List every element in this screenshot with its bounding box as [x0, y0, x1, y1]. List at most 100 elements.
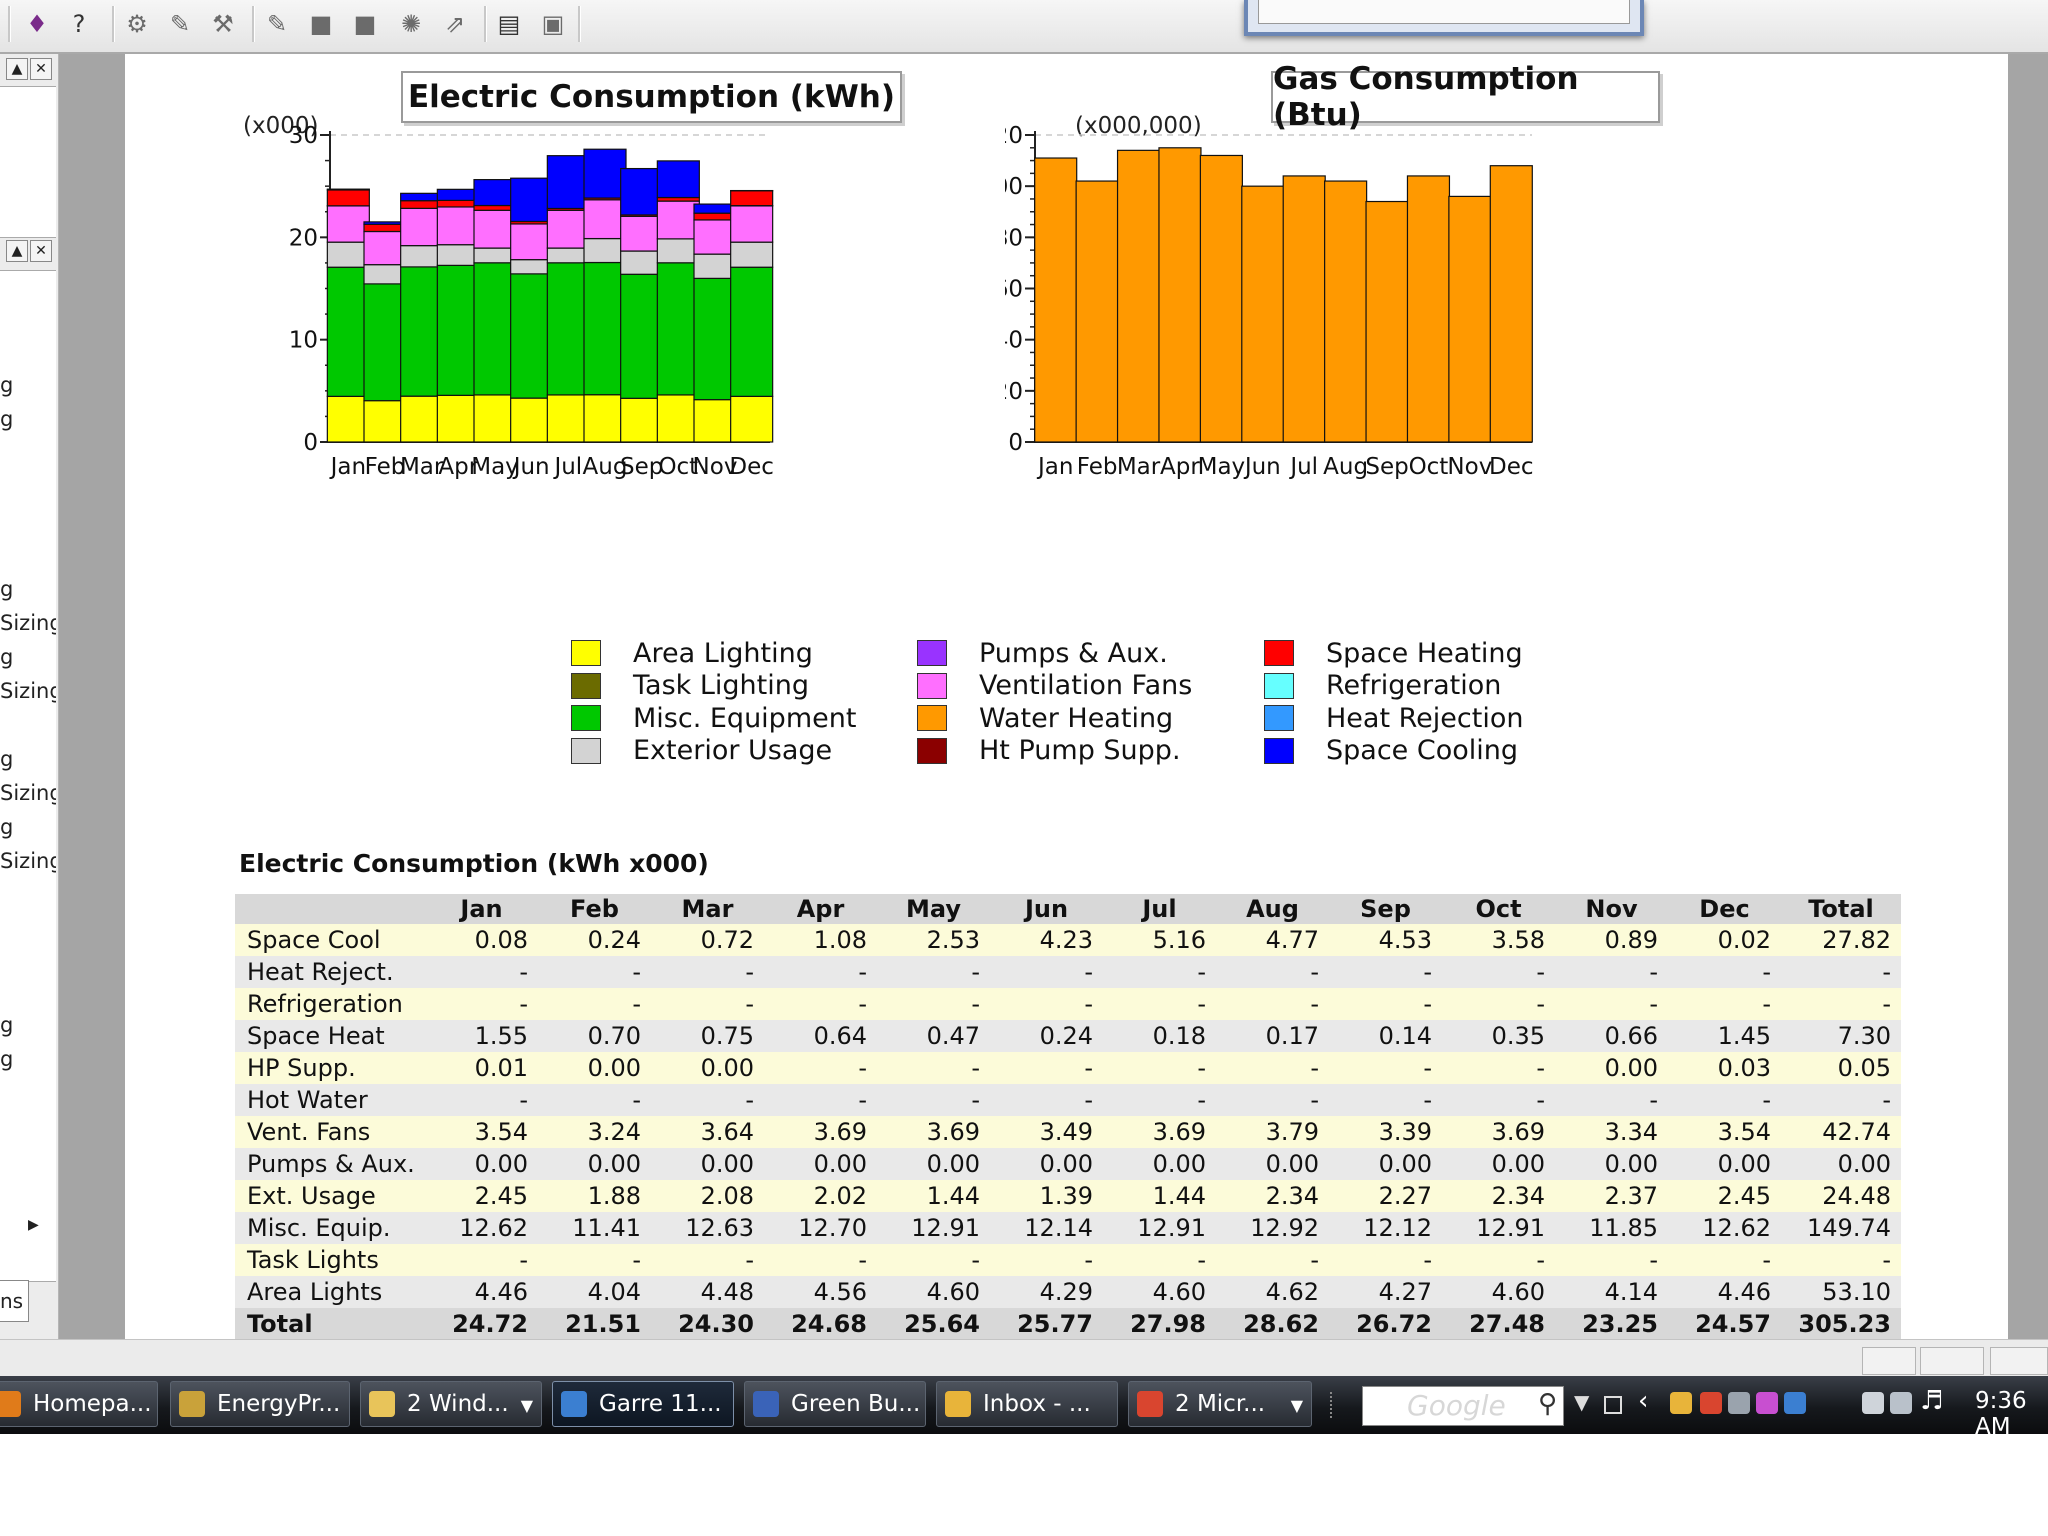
square-icon[interactable]: ■ [353, 10, 377, 38]
tray-app-icon[interactable] [1670, 1392, 1692, 1414]
search-icon[interactable]: ⚲ [1537, 1389, 1557, 1419]
table-cell: 0.00 [1103, 1148, 1216, 1180]
tool-icon[interactable]: ✎ [169, 10, 191, 38]
x-tick-label: Jul [1288, 454, 1318, 480]
app-toolbar: ♦ ? ⚙ ✎ ⚒ ✎ ■ ■ ✺ ⇗ ▤ ▣ [0, 0, 2048, 54]
taskbar-button[interactable]: Green Bu... [744, 1381, 926, 1427]
system-clock[interactable]: 9:36 AM [1975, 1388, 2027, 1440]
list-item[interactable]: g [0, 1047, 14, 1071]
volume-icon[interactable]: ♬ [1920, 1386, 1944, 1416]
table-cell: 0.47 [877, 1020, 990, 1052]
list-item[interactable]: g [0, 1013, 14, 1037]
tray-app-icon[interactable] [1756, 1392, 1778, 1414]
taskbar-button[interactable]: 2 Micr... ▼ [1128, 1381, 1312, 1427]
bar-segment [693, 253, 737, 279]
panel-list-upper[interactable] [0, 86, 56, 238]
tray-app-icon[interactable] [1700, 1392, 1722, 1414]
table-cell: 0.00 [1781, 1148, 1901, 1180]
panel-restore-button[interactable]: ▲ [6, 58, 28, 80]
bar-segment [363, 230, 407, 266]
panel-tab[interactable]: ns [0, 1280, 29, 1322]
image-icon[interactable]: ▣ [541, 10, 565, 38]
google-search-box[interactable]: Google ⚲ [1362, 1386, 1564, 1426]
taskbar-button[interactable]: 2 Wind... ▼ [360, 1381, 542, 1427]
gear-icon[interactable]: ✺ [400, 10, 422, 38]
bar-segment [1075, 180, 1119, 443]
table-cell: - [1442, 956, 1555, 988]
bar-segment [656, 160, 700, 199]
legend-label: Water Heating [979, 702, 1174, 734]
column-header: Apr [764, 894, 877, 924]
tray-app-icon[interactable] [1728, 1392, 1750, 1414]
y-tick-label: 30 [289, 123, 318, 149]
report-icon[interactable]: ▤ [497, 10, 521, 38]
panel-close-button[interactable]: ✕ [30, 240, 52, 262]
list-item[interactable]: g [0, 407, 14, 431]
chevron-left-icon[interactable]: ‹ [1638, 1386, 1649, 1416]
table-cell: 0.00 [651, 1148, 764, 1180]
tray-app-icon[interactable] [1784, 1392, 1806, 1414]
table-cell: 4.46 [425, 1276, 538, 1308]
table-cell: 305.23 [1781, 1308, 1901, 1339]
tool-icon[interactable]: ⚒ [212, 10, 234, 38]
bar-segment [400, 207, 444, 247]
taskbar-button-label: Inbox - ... [983, 1391, 1091, 1417]
table-cell: 28.62 [1216, 1308, 1329, 1339]
network-icon[interactable] [1890, 1392, 1912, 1414]
table-row: Refrigeration - - - - - - - - - - - - - [235, 988, 1901, 1020]
bar-segment [730, 266, 774, 397]
chevron-down-icon[interactable]: ▼ [1290, 1396, 1303, 1415]
tool-icon[interactable]: ✎ [266, 10, 288, 38]
taskbar-button[interactable]: EnergyPr... [170, 1381, 350, 1427]
taskbar-grip[interactable] [1330, 1392, 1338, 1418]
book-icon[interactable]: ♦ [26, 10, 48, 38]
bar-segment [1406, 175, 1451, 443]
report-margin-right [2008, 54, 2048, 1339]
taskbar-button[interactable]: Garre 11... [552, 1381, 734, 1427]
table-cell: 27.82 [1781, 924, 1901, 956]
taskbar-button[interactable]: Homepa... [0, 1381, 158, 1427]
list-item[interactable]: g [0, 747, 14, 771]
restore-icon[interactable] [1604, 1396, 1622, 1414]
bar-segment [473, 204, 517, 211]
panel-restore-button[interactable]: ▲ [6, 240, 28, 262]
chevron-down-icon[interactable]: ▼ [520, 1396, 533, 1415]
legend-item: Space Heating [1264, 638, 1523, 669]
table-cell: - [1781, 1084, 1901, 1116]
list-item[interactable]: g [0, 577, 14, 601]
bar-segment [1282, 175, 1326, 443]
table-cell: 0.66 [1555, 1020, 1668, 1052]
table-cell: - [877, 988, 990, 1020]
list-item[interactable]: g [0, 645, 14, 669]
x-tick-label: Apr [1160, 454, 1200, 480]
x-tick-label: Apr [438, 454, 478, 480]
bar-segment [400, 200, 444, 209]
list-item[interactable]: g [0, 815, 14, 839]
list-item[interactable]: g [0, 373, 14, 397]
arrow-icon[interactable]: ⇗ [444, 10, 466, 38]
legend-swatch [571, 705, 601, 731]
table-cell: - [764, 1084, 877, 1116]
floating-toolbar-window[interactable] [1244, 0, 1644, 36]
bar-segment [400, 192, 444, 202]
table-cell: - [764, 1052, 877, 1084]
tool-icon[interactable]: ⚙ [126, 10, 148, 38]
bar-segment [1199, 154, 1243, 443]
panel-close-button[interactable]: ✕ [30, 58, 52, 80]
scroll-right-icon[interactable]: ▶ [28, 1217, 39, 1233]
taskbar-button[interactable]: Inbox - ... [936, 1381, 1118, 1427]
table-cell: - [425, 1084, 538, 1116]
bar-segment [363, 221, 407, 225]
square-icon[interactable]: ■ [309, 10, 333, 38]
column-header: Aug [1216, 894, 1329, 924]
battery-icon[interactable] [1862, 1392, 1884, 1414]
chevron-down-icon[interactable]: ▼ [1574, 1390, 1590, 1414]
status-pane [1990, 1347, 2048, 1375]
table-cell: - [1781, 988, 1901, 1020]
help-icon[interactable]: ? [72, 10, 86, 38]
